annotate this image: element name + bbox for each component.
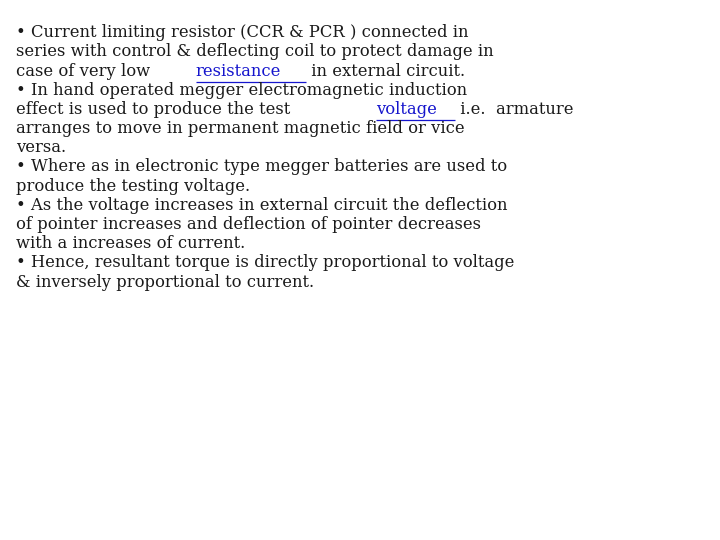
Text: series with control & deflecting coil to protect damage in: series with control & deflecting coil to…	[16, 44, 493, 60]
Text: produce the testing voltage.: produce the testing voltage.	[16, 178, 250, 194]
Text: • Hence, resultant torque is directly proportional to voltage: • Hence, resultant torque is directly pr…	[16, 254, 514, 271]
Text: • Current limiting resistor (CCR & PCR ) connected in: • Current limiting resistor (CCR & PCR )…	[16, 24, 468, 41]
Text: • As the voltage increases in external circuit the deflection: • As the voltage increases in external c…	[16, 197, 508, 214]
Text: resistance: resistance	[196, 63, 281, 79]
Text: i.e.  armature: i.e. armature	[455, 101, 574, 118]
Text: arranges to move in permanent magnetic field or vice: arranges to move in permanent magnetic f…	[16, 120, 464, 137]
Text: effect is used to produce the test: effect is used to produce the test	[16, 101, 295, 118]
Text: in external circuit.: in external circuit.	[306, 63, 465, 79]
Text: & inversely proportional to current.: & inversely proportional to current.	[16, 273, 314, 291]
Text: with a increases of current.: with a increases of current.	[16, 235, 245, 252]
Text: of pointer increases and deflection of pointer decreases: of pointer increases and deflection of p…	[16, 216, 481, 233]
Text: • In hand operated megger electromagnetic induction: • In hand operated megger electromagneti…	[16, 82, 467, 99]
Text: • Where as in electronic type megger batteries are used to: • Where as in electronic type megger bat…	[16, 159, 507, 176]
Text: voltage: voltage	[377, 101, 437, 118]
Text: case of very low: case of very low	[16, 63, 156, 79]
Text: versa.: versa.	[16, 139, 66, 156]
